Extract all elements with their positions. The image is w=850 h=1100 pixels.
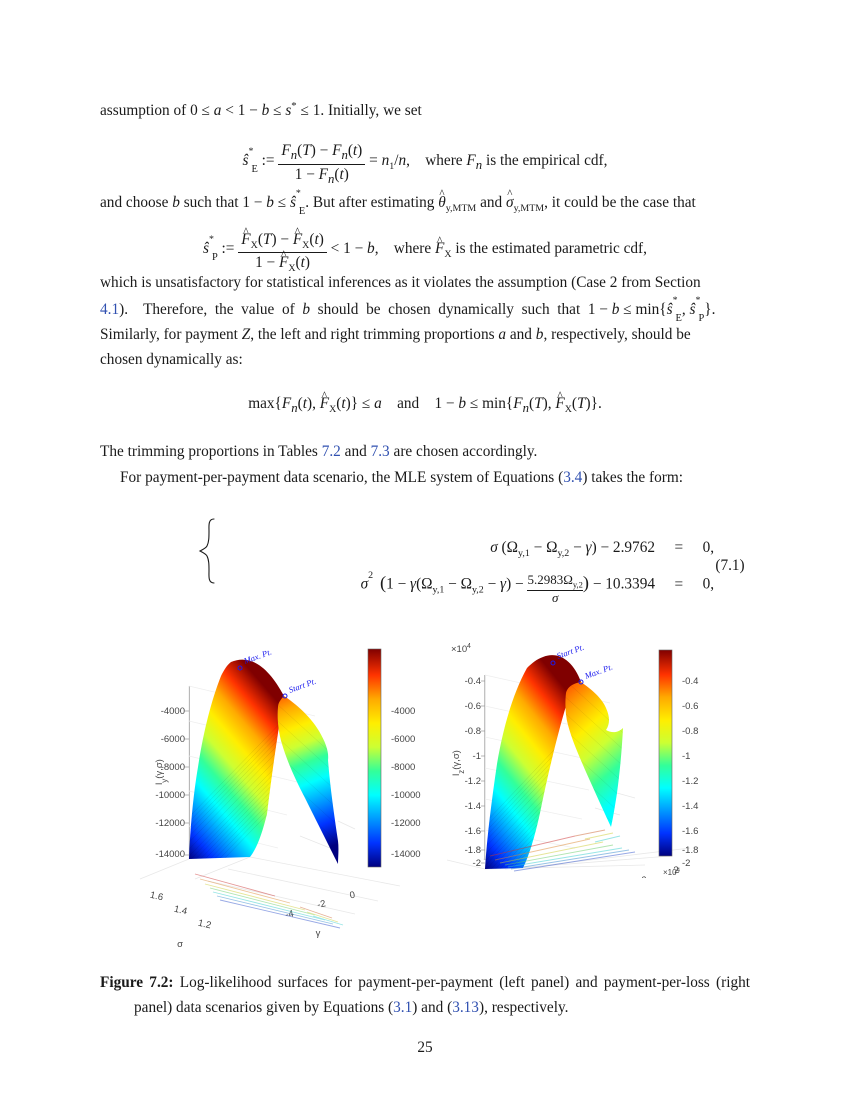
svg-text:0: 0: [641, 875, 648, 878]
svg-text:lz(γ,σ): lz(γ,σ): [451, 750, 466, 776]
svg-text:-1.8: -1.8: [682, 845, 698, 856]
svg-text:σ: σ: [177, 939, 183, 950]
svg-text:-1.2: -1.2: [465, 776, 481, 787]
svg-text:-1: -1: [473, 751, 481, 762]
svg-text:Max. Pt.: Max. Pt.: [241, 647, 273, 667]
svg-text:Max. Pt.: Max. Pt.: [582, 662, 614, 682]
svg-text:4: 4: [467, 643, 471, 650]
svg-text:1.4: 1.4: [173, 904, 188, 918]
svg-text:γ: γ: [316, 928, 321, 939]
svg-text:-6000: -6000: [161, 734, 185, 745]
svg-text:-2: -2: [316, 898, 327, 911]
svg-text:-14000: -14000: [391, 849, 421, 860]
svg-text:-4000: -4000: [391, 706, 415, 717]
svg-text:1.2: 1.2: [197, 918, 212, 932]
svg-text:-1.2: -1.2: [682, 776, 698, 787]
svg-text:-0.4: -0.4: [682, 676, 698, 687]
svg-text:-0.6: -0.6: [465, 701, 481, 712]
svg-text:-14000: -14000: [155, 849, 185, 860]
svg-text:-1: -1: [682, 751, 690, 762]
svg-text:0: 0: [349, 890, 356, 902]
svg-text:×10: ×10: [451, 644, 467, 655]
svg-text:Start Pt.: Start Pt.: [555, 642, 585, 661]
svg-text:-2: -2: [682, 858, 690, 869]
svg-text:-0.8: -0.8: [682, 726, 698, 737]
svg-text:-12000: -12000: [391, 818, 421, 829]
svg-text:-0.8: -0.8: [465, 726, 481, 737]
svg-text:-1.6: -1.6: [465, 826, 481, 837]
svg-text:-1.8: -1.8: [465, 845, 481, 856]
svg-text:-8000: -8000: [391, 762, 415, 773]
svg-text:-1.4: -1.4: [465, 801, 481, 812]
svg-text:-4000: -4000: [161, 706, 185, 717]
svg-text:-1.6: -1.6: [682, 826, 698, 837]
svg-text:-0.6: -0.6: [682, 701, 698, 712]
svg-text:-10000: -10000: [155, 790, 185, 801]
svg-text:Start Pt.: Start Pt.: [287, 676, 317, 695]
svg-text:-2: -2: [473, 858, 481, 869]
svg-text:-12000: -12000: [155, 818, 185, 829]
svg-text:-1.4: -1.4: [682, 801, 698, 812]
svg-text:-6000: -6000: [391, 734, 415, 745]
svg-text:-10000: -10000: [391, 790, 421, 801]
svg-text:1.6: 1.6: [149, 890, 164, 904]
svg-text:-0.4: -0.4: [465, 676, 481, 687]
